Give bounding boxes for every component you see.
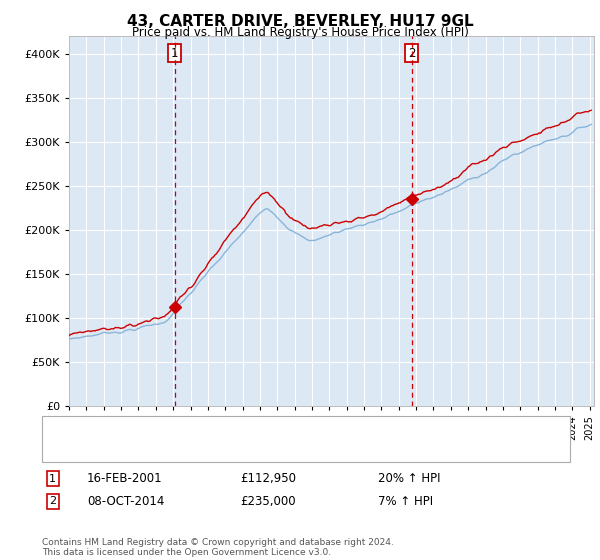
Bar: [175, 36, 412, 406]
Text: 2: 2: [49, 496, 56, 506]
Text: 2: 2: [408, 46, 416, 59]
Text: 1: 1: [49, 474, 56, 484]
Text: 20% ↑ HPI: 20% ↑ HPI: [378, 472, 440, 486]
Text: Contains HM Land Registry data © Crown copyright and database right 2024.
This d: Contains HM Land Registry data © Crown c…: [42, 538, 394, 557]
Text: £235,000: £235,000: [240, 494, 296, 508]
Text: £112,950: £112,950: [240, 472, 296, 486]
Text: 08-OCT-2014: 08-OCT-2014: [87, 494, 164, 508]
Text: Price paid vs. HM Land Registry's House Price Index (HPI): Price paid vs. HM Land Registry's House …: [131, 26, 469, 39]
Text: HPI: Average price, detached house, East Riding of Yorkshire: HPI: Average price, detached house, East…: [105, 446, 442, 455]
Text: 43, CARTER DRIVE, BEVERLEY, HU17 9GL: 43, CARTER DRIVE, BEVERLEY, HU17 9GL: [127, 14, 473, 29]
Text: 43, CARTER DRIVE, BEVERLEY, HU17 9GL (detached house): 43, CARTER DRIVE, BEVERLEY, HU17 9GL (de…: [105, 424, 437, 434]
Text: 1: 1: [171, 46, 178, 59]
Text: 7% ↑ HPI: 7% ↑ HPI: [378, 494, 433, 508]
Text: 16-FEB-2001: 16-FEB-2001: [87, 472, 163, 486]
